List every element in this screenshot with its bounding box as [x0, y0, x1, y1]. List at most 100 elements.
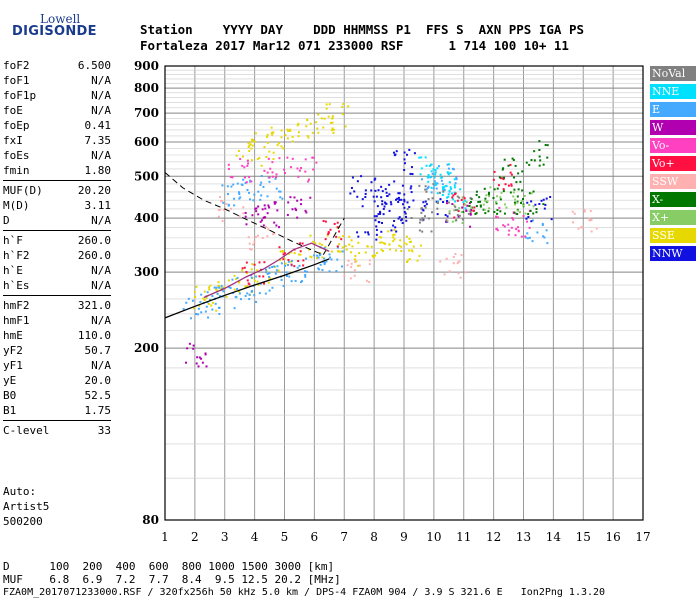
data-point-x	[498, 176, 501, 179]
data-point-ssw	[229, 207, 232, 210]
data-point-sse	[405, 243, 408, 246]
data-point-ssw	[456, 262, 459, 265]
data-point-sse	[312, 240, 315, 243]
data-point-x	[529, 209, 532, 212]
data-point-nne	[430, 170, 433, 173]
data-point-ssw	[273, 232, 276, 235]
data-point-sse	[270, 126, 273, 129]
data-point-nnw	[377, 220, 380, 223]
param-row: h`E N/A	[3, 263, 111, 278]
data-point-nne	[446, 171, 449, 174]
data-point-vo	[335, 235, 338, 238]
data-point-noval	[437, 201, 440, 204]
data-point-e	[433, 180, 436, 183]
auto-program: Artist5	[3, 500, 50, 513]
data-point-sse	[286, 137, 289, 140]
data-point-sse	[309, 122, 312, 125]
data-point-sse	[225, 295, 228, 298]
data-point-sse	[408, 249, 411, 252]
data-point-x	[521, 170, 524, 173]
data-point-nne	[453, 191, 456, 194]
data-point-vo	[315, 161, 318, 164]
data-point-sse	[384, 242, 387, 245]
param-value: 33	[97, 424, 111, 437]
data-point-e	[526, 232, 529, 235]
data-point-sse	[311, 131, 314, 134]
data-point-vo	[268, 176, 271, 179]
data-point-nne	[441, 193, 444, 196]
data-point-nnw	[356, 180, 359, 183]
data-point-e	[209, 298, 212, 301]
data-point-noval	[469, 197, 472, 200]
data-point-e	[238, 193, 241, 196]
data-point-sse	[364, 251, 367, 254]
data-point-nnw	[542, 198, 545, 201]
data-point-ssw	[217, 215, 220, 218]
data-point-sse	[378, 236, 381, 239]
data-point-sse	[207, 286, 210, 289]
data-point-e	[541, 224, 544, 227]
data-point-vo	[336, 221, 339, 224]
data-point-e	[265, 271, 268, 274]
data-point-nnw	[392, 224, 395, 227]
data-point-noval	[424, 188, 427, 191]
data-point-vo	[267, 157, 270, 160]
data-point-vo	[245, 181, 248, 184]
data-point-vo	[308, 178, 311, 181]
data-point-vo	[498, 206, 501, 209]
param-row: foEp 0.41	[3, 118, 111, 133]
data-point-sse	[342, 103, 345, 106]
data-point-w	[469, 213, 472, 216]
data-point-vo	[258, 261, 261, 264]
data-point-e	[268, 266, 271, 269]
data-point-x	[451, 220, 454, 223]
data-point-w	[262, 216, 265, 219]
data-point-e	[239, 196, 242, 199]
data-point-w	[274, 201, 277, 204]
data-point-nnw	[382, 213, 385, 216]
data-point-nnw	[540, 199, 543, 202]
data-point-noval	[420, 211, 423, 214]
data-point-nnw	[373, 200, 376, 203]
data-point-nnw	[394, 153, 397, 156]
legend-item-vo: Vo-	[650, 138, 696, 153]
data-point-x	[544, 144, 547, 147]
data-point-e	[221, 287, 224, 290]
data-point-nnw	[375, 215, 378, 218]
data-point-sse	[344, 125, 347, 128]
data-point-nne	[440, 176, 443, 179]
plot-frame	[164, 65, 644, 521]
data-point-e	[244, 181, 247, 184]
data-point-w	[200, 357, 203, 360]
data-point-x	[521, 197, 524, 200]
data-point-sse	[265, 155, 268, 158]
data-point-x	[482, 208, 485, 211]
data-point-sse	[416, 259, 419, 262]
data-point-x	[460, 211, 463, 214]
data-point-w	[276, 209, 279, 212]
data-point-x	[533, 159, 536, 162]
data-point-nnw	[397, 217, 400, 220]
data-point-nne	[427, 180, 430, 183]
data-point-noval	[421, 217, 424, 220]
data-point-sse	[195, 285, 198, 288]
data-point-nnw	[405, 219, 408, 222]
x-tick-label: 12	[486, 530, 501, 544]
data-point-nnw	[397, 192, 400, 195]
data-point-x	[546, 156, 549, 159]
data-point-e	[199, 300, 202, 303]
data-point-nne	[449, 186, 452, 189]
data-point-e	[273, 265, 276, 268]
data-point-e	[526, 237, 529, 240]
data-point-vo	[245, 261, 248, 264]
data-point-x	[453, 204, 456, 207]
data-point-w	[273, 201, 276, 204]
data-point-vo	[324, 220, 327, 223]
data-point-nne	[420, 167, 423, 170]
data-point-ssw	[350, 262, 353, 265]
data-point-x	[524, 212, 527, 215]
data-point-vo	[246, 159, 249, 162]
data-point-sse	[256, 280, 259, 283]
data-point-nnw	[403, 210, 406, 213]
data-point-x	[533, 150, 536, 153]
